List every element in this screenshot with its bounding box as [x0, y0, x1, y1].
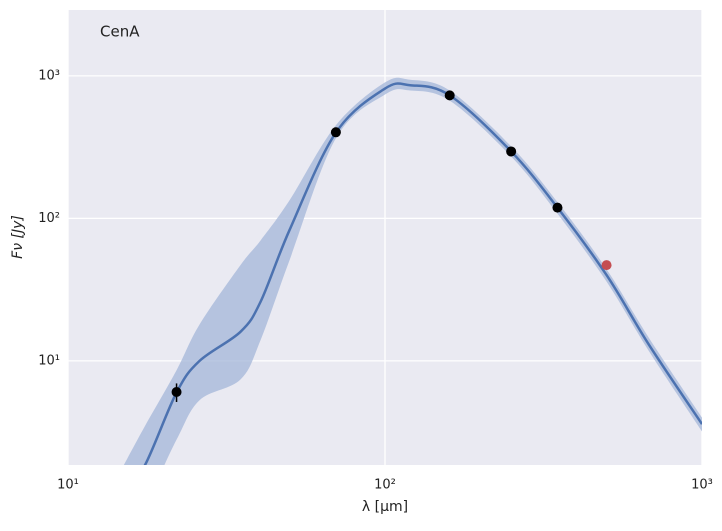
uncertainty-band: [123, 77, 702, 465]
y-tick-label: 10³: [38, 68, 60, 83]
data-point: [171, 387, 182, 398]
data-point: [330, 127, 341, 138]
data-point: [552, 202, 563, 213]
plot: [123, 77, 702, 465]
x-tick-label: 10²: [374, 478, 396, 493]
y-tick-label: 10¹: [38, 353, 60, 368]
y-tick-label: 10²: [38, 211, 60, 226]
x-tick-label: 10³: [691, 478, 713, 493]
data-point: [444, 90, 455, 101]
annotation: CenA: [100, 23, 140, 41]
y-axis-label: Fν [Jy]: [10, 215, 26, 259]
data-point: [506, 146, 517, 157]
x-tick-label: 10¹: [57, 478, 79, 493]
data-point: [601, 260, 612, 271]
model-line: [143, 82, 702, 465]
x-axis-label: λ [μm]: [362, 499, 408, 515]
